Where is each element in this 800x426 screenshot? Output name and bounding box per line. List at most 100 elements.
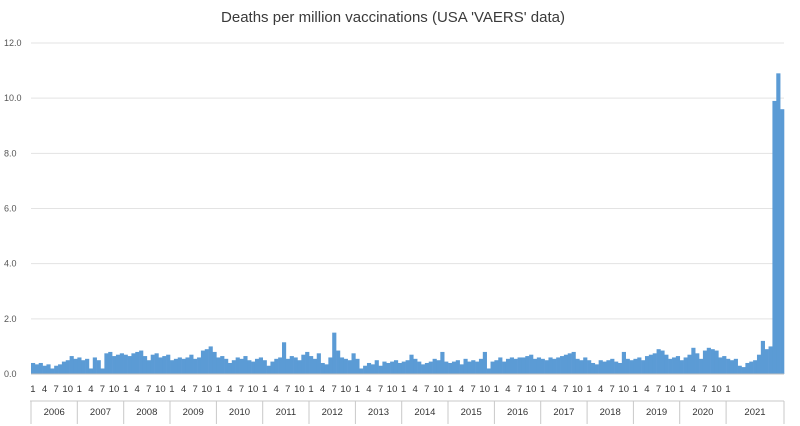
month-tick-label: 1 (308, 384, 313, 395)
bar (563, 354, 569, 374)
bar (687, 354, 692, 374)
month-tick-label: 4 (135, 384, 140, 395)
bar (459, 364, 464, 374)
bar (139, 350, 144, 374)
bar (374, 360, 379, 374)
bar (482, 351, 487, 374)
bar (417, 361, 422, 374)
year-label: 2011 (276, 407, 296, 418)
month-tick-label: 10 (201, 384, 212, 395)
bar (386, 362, 391, 374)
bar (498, 357, 503, 374)
bar (61, 361, 67, 374)
bar (710, 349, 715, 374)
bar (540, 358, 545, 374)
y-axis-tick-labels: 0.0 2.0 4.0 6.0 8.0 10.0 12.0 (4, 38, 22, 379)
y-tick-label: 8.0 (4, 148, 17, 158)
year-label: 2020 (692, 407, 713, 418)
month-tick-label: 1 (30, 384, 35, 395)
bar (77, 357, 82, 374)
bar (517, 357, 522, 374)
bar (38, 362, 43, 374)
bar (320, 362, 325, 374)
bar (760, 340, 765, 374)
bar (749, 361, 754, 374)
bar (46, 364, 51, 374)
bar (722, 356, 727, 374)
bar-series (31, 73, 785, 375)
month-tick-label: 1 (262, 384, 267, 395)
bar (170, 360, 175, 374)
year-label: 2007 (90, 407, 111, 418)
month-tick-label: 4 (274, 384, 279, 395)
month-tick-label: 1 (401, 384, 406, 395)
bar (536, 357, 542, 374)
bar (31, 362, 36, 374)
bar (660, 350, 665, 374)
bar (641, 360, 646, 374)
month-tick-label: 4 (413, 384, 418, 395)
month-tick-label: 10 (340, 384, 351, 395)
year-label: 2006 (44, 407, 65, 418)
bar (158, 357, 163, 374)
month-tick-label: 10 (294, 384, 305, 395)
bar (409, 354, 414, 374)
month-tick-label: 7 (610, 384, 615, 395)
bar (197, 357, 202, 374)
y-tick-label: 6.0 (4, 204, 17, 214)
month-tick-label: 10 (572, 384, 583, 395)
bar (432, 358, 437, 374)
bar (529, 354, 534, 374)
month-tick-label: 4 (644, 384, 649, 395)
bar (513, 358, 518, 374)
bar (131, 353, 136, 374)
bar (745, 362, 750, 374)
bar (393, 360, 399, 374)
bar (583, 357, 588, 374)
bar (34, 364, 40, 374)
bar (270, 361, 275, 374)
bar (258, 357, 263, 374)
month-tick-label: 10 (109, 384, 120, 395)
month-tick-label: 1 (77, 384, 82, 395)
bar (764, 349, 769, 374)
month-tick-label: 1 (355, 384, 360, 395)
month-tick-label: 7 (146, 384, 151, 395)
year-label: 2008 (136, 407, 157, 418)
bar (332, 332, 337, 375)
bar (119, 353, 124, 374)
bar (150, 354, 155, 374)
bar (312, 358, 318, 374)
bar (227, 362, 233, 374)
bar (351, 353, 356, 374)
bar (162, 356, 167, 374)
bar (104, 353, 109, 374)
bar (239, 358, 244, 374)
bar (177, 357, 182, 374)
bar (100, 368, 105, 374)
bar (729, 360, 735, 374)
bar (556, 357, 561, 374)
bar (212, 351, 217, 374)
bar (146, 360, 152, 374)
bar (305, 351, 310, 374)
bar (560, 356, 565, 374)
bar (490, 361, 495, 374)
y-tick-label: 2.0 (4, 314, 17, 324)
bar (254, 358, 260, 374)
month-tick-label: 7 (331, 384, 336, 395)
bar (359, 368, 364, 374)
bar (552, 358, 557, 374)
bar (88, 368, 94, 374)
bar (424, 362, 430, 374)
bar (776, 73, 781, 374)
bar (370, 364, 375, 374)
bar (262, 360, 267, 374)
month-tick-label: 7 (239, 384, 244, 395)
month-tick-label: 7 (563, 384, 568, 395)
month-tick-label: 10 (526, 384, 537, 395)
month-tick-label: 7 (424, 384, 429, 395)
bar (610, 358, 615, 374)
month-tick-label: 10 (711, 384, 722, 395)
